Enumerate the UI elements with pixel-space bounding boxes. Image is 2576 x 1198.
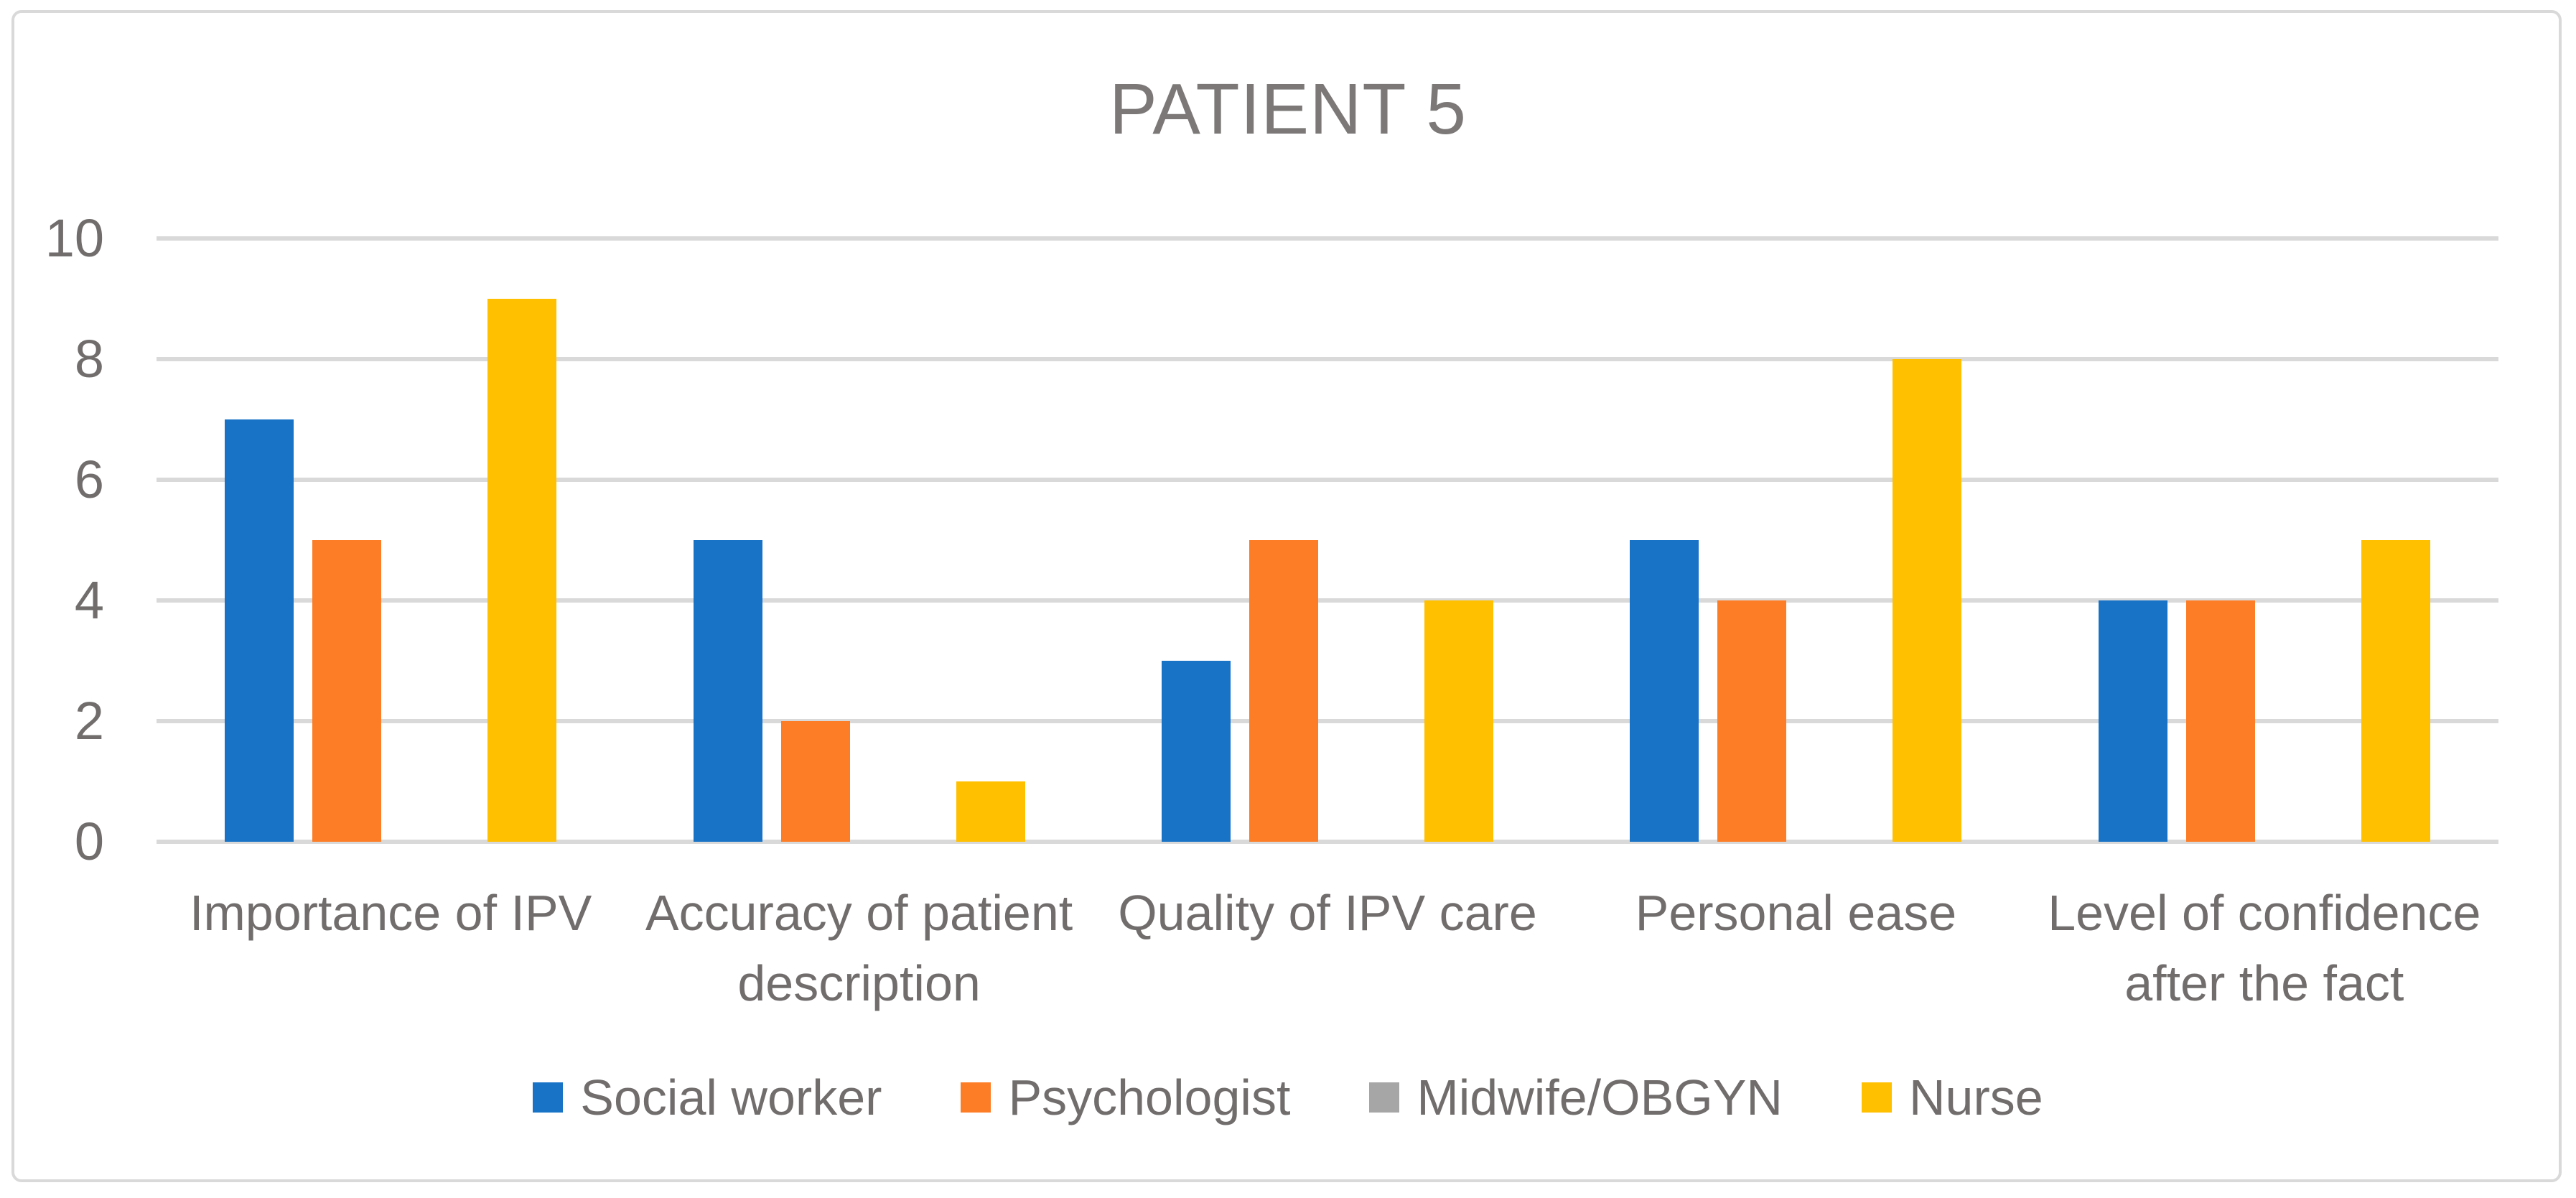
bar-psychologist-3 — [1717, 600, 1787, 842]
gridline-6 — [157, 478, 2498, 482]
bar-psychologist-1 — [780, 721, 850, 842]
legend-label: Midwife/OBGYN — [1417, 1069, 1783, 1125]
plot-area — [157, 236, 2498, 844]
y-tick-label-8: 8 — [74, 329, 104, 389]
legend-label: Nurse — [1908, 1069, 2043, 1125]
bar-social-worker-2 — [1162, 661, 1231, 842]
gridline-2 — [157, 719, 2498, 723]
bar-social-worker-0 — [225, 419, 294, 842]
category-label-3: Personal ease — [1635, 885, 1957, 941]
legend-label: Psychologist — [1008, 1069, 1291, 1125]
y-tick-label-0: 0 — [74, 812, 104, 871]
category-label-1: Accuracy of patient description — [645, 885, 1073, 1011]
legend-marker-icon — [1861, 1082, 1892, 1113]
bar-psychologist-2 — [1249, 540, 1318, 842]
y-tick-label-10: 10 — [45, 208, 104, 268]
legend-item-nurse: Nurse — [1861, 1067, 2043, 1128]
gridline-10 — [157, 236, 2498, 241]
legend-marker-icon — [961, 1082, 991, 1113]
bar-nurse-4 — [2361, 540, 2430, 842]
legend-item-midwife-obgyn: Midwife/OBGYN — [1369, 1067, 1783, 1128]
bar-psychologist-4 — [2185, 600, 2255, 842]
legend-label: Social worker — [580, 1069, 882, 1125]
y-tick-label-4: 4 — [74, 570, 104, 630]
y-tick-label-2: 2 — [74, 691, 104, 751]
category-label-2: Quality of IPV care — [1118, 885, 1537, 941]
category-label-0: Importance of IPV — [190, 885, 592, 941]
legend-marker-icon — [1369, 1082, 1400, 1113]
bar-nurse-3 — [1893, 359, 1962, 842]
bar-social-worker-3 — [1630, 540, 1699, 842]
legend-item-psychologist: Psychologist — [961, 1067, 1290, 1128]
bar-nurse-1 — [956, 781, 1025, 842]
y-tick-label-6: 6 — [74, 450, 104, 509]
legend-marker-icon — [533, 1082, 564, 1113]
bar-psychologist-0 — [312, 540, 382, 842]
bar-nurse-2 — [1424, 600, 1493, 842]
bar-social-worker-1 — [693, 540, 762, 842]
legend-item-social-worker: Social worker — [533, 1067, 882, 1128]
bar-social-worker-4 — [2098, 600, 2167, 842]
gridline-0 — [157, 840, 2498, 844]
gridline-4 — [157, 598, 2498, 603]
legend: Social worker Psychologist Midwife/OBGYN Nu… — [0, 1065, 2576, 1130]
category-label-4: Level of confidence after the fact — [2048, 885, 2481, 1011]
gridline-8 — [157, 357, 2498, 361]
chart-title: PATIENT 5 — [1109, 69, 1467, 149]
bar-nurse-0 — [487, 299, 557, 842]
